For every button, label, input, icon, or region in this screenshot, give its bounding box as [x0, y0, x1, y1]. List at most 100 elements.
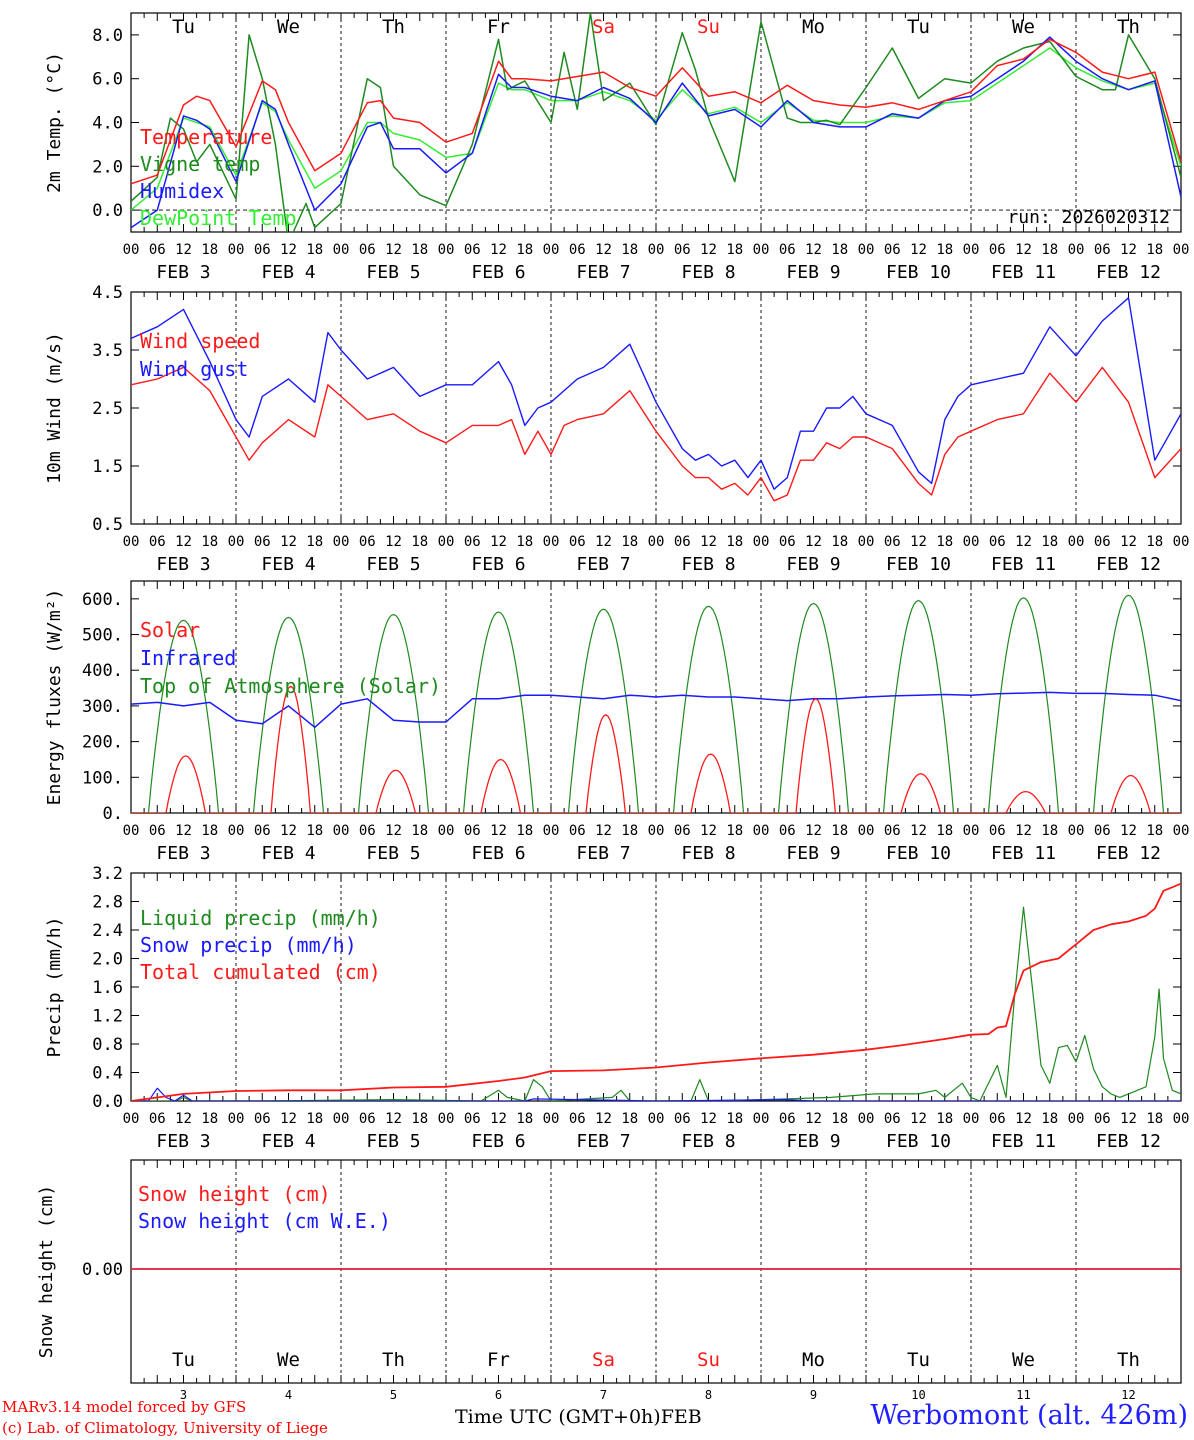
date-label: FEB 3 [156, 262, 210, 283]
hour-tick-label: 18 [1146, 823, 1163, 839]
hour-tick-label: 06 [254, 242, 271, 258]
date-label: FEB 4 [261, 843, 315, 864]
hour-tick-label: 12 [595, 1111, 612, 1127]
hour-tick-label: 18 [1146, 242, 1163, 258]
hour-tick-label: 06 [779, 534, 796, 550]
hour-tick-label: 06 [464, 1111, 481, 1127]
y-tick-label: 200. [82, 733, 123, 753]
y-tick-label: 600. [82, 590, 123, 610]
hour-tick-label: 12 [280, 242, 297, 258]
hour-tick-label: 12 [175, 242, 192, 258]
hour-tick-label: 00 [228, 823, 245, 839]
legend-entry: Vigne temp [140, 152, 260, 176]
date-label: FEB 12 [1096, 262, 1161, 283]
hour-tick-label: 00 [858, 1111, 875, 1127]
hour-tick-label: 18 [306, 1111, 323, 1127]
hour-tick-label: 18 [621, 242, 638, 258]
lab-credit: (c) Lab. of Climatology, University of L… [2, 1419, 328, 1437]
hour-tick-label: 06 [674, 534, 691, 550]
day-of-week-label: We [277, 16, 300, 38]
date-label: FEB 10 [886, 843, 951, 864]
day-of-week-label: Tu [907, 16, 930, 38]
hour-tick-label: 00 [753, 823, 770, 839]
hour-tick-label: 18 [411, 823, 428, 839]
hour-tick-label: 12 [805, 534, 822, 550]
hour-tick-label: 00 [438, 534, 455, 550]
hour-tick-label: 00 [123, 242, 140, 258]
hour-tick-label: 18 [1041, 534, 1058, 550]
hour-tick-label: 12 [1120, 242, 1137, 258]
hour-tick-label: 00 [1173, 823, 1190, 839]
hour-tick-label: 12 [1015, 534, 1032, 550]
hour-tick-label: 18 [831, 242, 848, 258]
hour-tick-label: 18 [306, 534, 323, 550]
hour-tick-label: 00 [648, 242, 665, 258]
hour-tick-label: 00 [1068, 534, 1085, 550]
y-tick-label: 2.4 [92, 921, 123, 941]
legend-entry: Humidex [140, 179, 224, 203]
hour-tick-label: 06 [569, 534, 586, 550]
y-tick-label: 0. [103, 804, 123, 824]
hour-tick-label: 12 [910, 823, 927, 839]
legend-entry: Solar [140, 618, 200, 642]
hour-tick-label: 18 [936, 242, 953, 258]
hour-tick-label: 00 [1173, 242, 1190, 258]
y-tick-label: 300. [82, 697, 123, 717]
y-tick-label: 0.8 [92, 1035, 123, 1055]
hour-tick-label: 18 [831, 534, 848, 550]
y-axis-label: Precip (mm/h) [44, 917, 65, 1058]
hour-tick-label: 00 [123, 823, 140, 839]
hour-tick-label: 18 [831, 1111, 848, 1127]
day-of-week-label: Fr [487, 1349, 510, 1371]
y-tick-label: 1.6 [92, 978, 123, 998]
hour-tick-label: 18 [306, 242, 323, 258]
y-tick-label: 0.0 [92, 201, 123, 221]
date-label: FEB 4 [261, 1131, 315, 1152]
y-axis-label: Energy fluxes (W/m²) [44, 589, 65, 806]
y-tick-label: 3.5 [92, 341, 123, 361]
date-label: FEB 3 [156, 554, 210, 575]
legend-entry: Infrared [140, 646, 236, 670]
hour-tick-label: 06 [989, 1111, 1006, 1127]
series-line [131, 594, 1181, 813]
date-label: FEB 12 [1096, 843, 1161, 864]
hour-tick-label: 06 [674, 1111, 691, 1127]
hour-tick-label: 18 [621, 823, 638, 839]
date-label: FEB 6 [471, 1131, 525, 1152]
date-label: FEB 8 [681, 1131, 735, 1152]
hour-tick-label: 12 [805, 823, 822, 839]
hour-tick-label: 12 [175, 823, 192, 839]
hour-tick-label: 18 [1041, 242, 1058, 258]
y-tick-label: 1.2 [92, 1007, 123, 1027]
hour-tick-label: 00 [123, 1111, 140, 1127]
date-label: FEB 5 [366, 1131, 420, 1152]
day-of-week-label: Sa [592, 16, 615, 38]
hour-tick-label: 18 [726, 242, 743, 258]
hour-tick-label: 06 [674, 823, 691, 839]
hour-tick-label: 06 [989, 242, 1006, 258]
hour-tick-label: 00 [1173, 1111, 1190, 1127]
hour-tick-label: 00 [333, 1111, 350, 1127]
y-tick-label: 0.0 [92, 1092, 123, 1112]
legend-entry: Top of Atmosphere (Solar) [140, 674, 441, 698]
bottom-day-number: 3 [180, 1388, 187, 1400]
hour-tick-label: 12 [1120, 534, 1137, 550]
date-label: FEB 9 [786, 262, 840, 283]
hour-tick-label: 06 [359, 1111, 376, 1127]
hour-tick-label: 00 [858, 242, 875, 258]
day-of-week-label: Fr [487, 16, 510, 38]
series-line [131, 366, 1181, 502]
y-tick-label: 500. [82, 626, 123, 646]
legend-entry: Wind speed [140, 329, 260, 353]
legend-entry: Total cumulated (cm) [140, 960, 381, 984]
date-label: FEB 9 [786, 843, 840, 864]
hour-tick-label: 18 [516, 823, 533, 839]
hour-tick-label: 12 [280, 823, 297, 839]
hour-tick-label: 00 [228, 242, 245, 258]
hour-tick-label: 00 [1068, 1111, 1085, 1127]
y-tick-label: 3.2 [92, 864, 123, 884]
hour-tick-label: 18 [201, 823, 218, 839]
y-tick-label: 400. [82, 661, 123, 681]
hour-tick-label: 00 [543, 242, 560, 258]
day-of-week-label: Mo [802, 16, 825, 38]
